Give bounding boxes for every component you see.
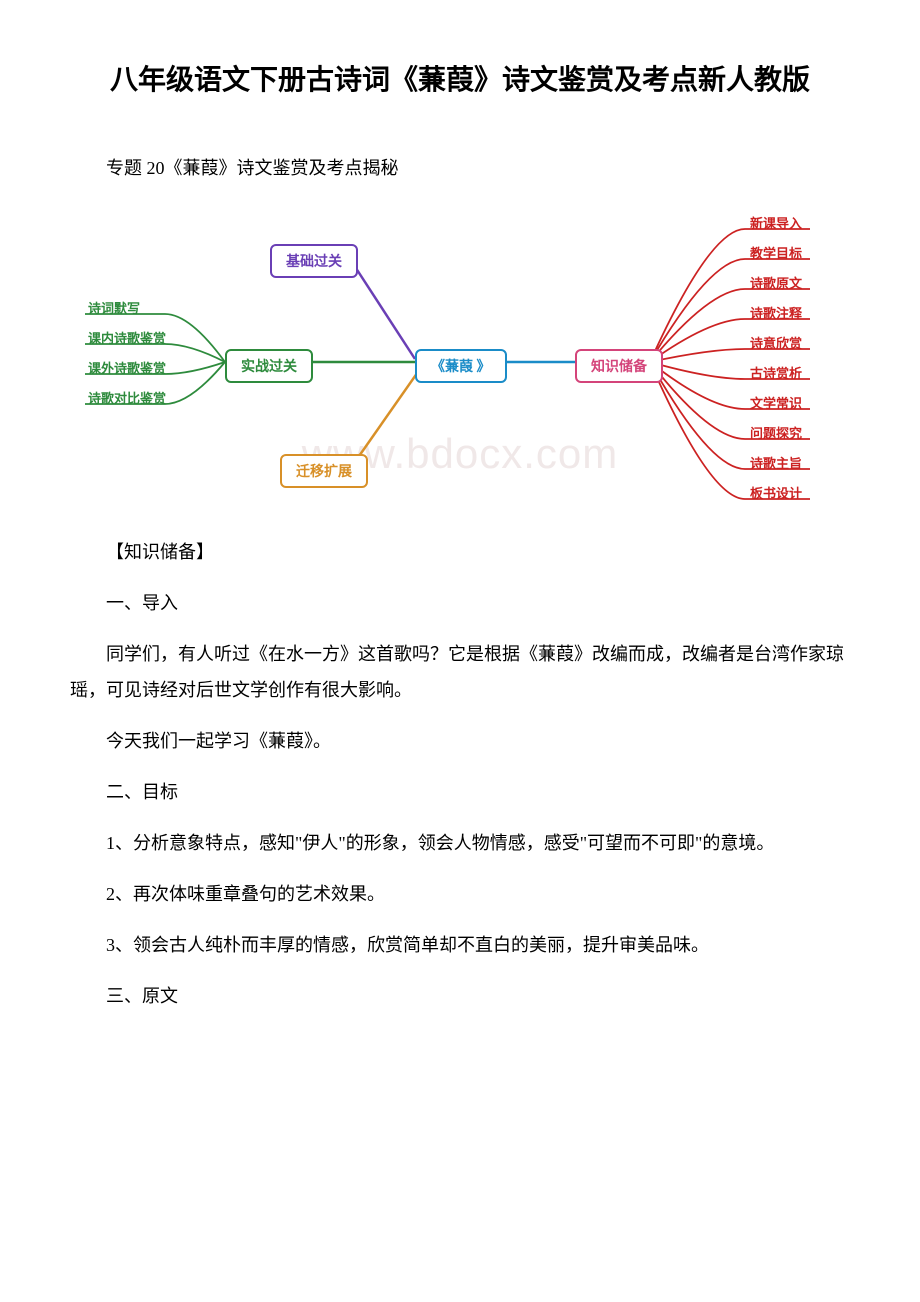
goal-2: 2、再次体味重章叠句的艺术效果。 bbox=[70, 876, 850, 912]
left-leaf: 课内诗歌鉴赏 bbox=[88, 328, 166, 347]
page-title: 八年级语文下册古诗词《蒹葭》诗文鉴赏及考点新人教版 bbox=[70, 60, 850, 102]
left-node: 实战过关 bbox=[225, 349, 313, 383]
goal-1: 1、分析意象特点，感知"伊人"的形象，领会人物情感，感受"可望而不可即"的意境。 bbox=[70, 825, 850, 861]
knowledge-heading: 【知识储备】 bbox=[70, 534, 850, 570]
right-leaf: 诗歌原文 bbox=[750, 273, 802, 292]
right-leaf: 诗歌主旨 bbox=[750, 453, 802, 472]
right-leaf: 文学常识 bbox=[750, 393, 802, 412]
intro-paragraph-2: 今天我们一起学习《蒹葭》。 bbox=[70, 723, 850, 759]
top-node: 基础过关 bbox=[270, 244, 358, 278]
intro-paragraph-1: 同学们，有人听过《在水一方》这首歌吗？它是根据《蒹葭》改编而成，改编者是台湾作家… bbox=[70, 636, 850, 708]
right-leaf: 问题探究 bbox=[750, 423, 802, 442]
goals-heading: 二、目标 bbox=[70, 774, 850, 810]
right-leaf: 诗意欣赏 bbox=[750, 333, 802, 352]
right-leaf: 新课导入 bbox=[750, 213, 802, 232]
bottom-node: 迁移扩展 bbox=[280, 454, 368, 488]
topic-subtitle: 专题 20《蒹葭》诗文鉴赏及考点揭秘 bbox=[70, 152, 850, 184]
intro-heading: 一、导入 bbox=[70, 585, 850, 621]
left-leaf: 诗词默写 bbox=[88, 298, 140, 317]
right-leaf: 教学目标 bbox=[750, 243, 802, 262]
right-leaf: 古诗赏析 bbox=[750, 363, 802, 382]
right-leaf: 板书设计 bbox=[750, 483, 802, 502]
center-node: 《蒹葭 》 bbox=[415, 349, 507, 383]
right-leaf: 诗歌注释 bbox=[750, 303, 802, 322]
text-heading: 三、原文 bbox=[70, 978, 850, 1014]
right-node: 知识储备 bbox=[575, 349, 663, 383]
left-leaf: 诗歌对比鉴赏 bbox=[88, 388, 166, 407]
goal-3: 3、领会古人纯朴而丰厚的情感，欣赏简单却不直白的美丽，提升审美品味。 bbox=[70, 927, 850, 963]
left-leaf: 课外诗歌鉴赏 bbox=[88, 358, 166, 377]
mindmap-diagram: www.bdocx.com bbox=[70, 204, 850, 524]
